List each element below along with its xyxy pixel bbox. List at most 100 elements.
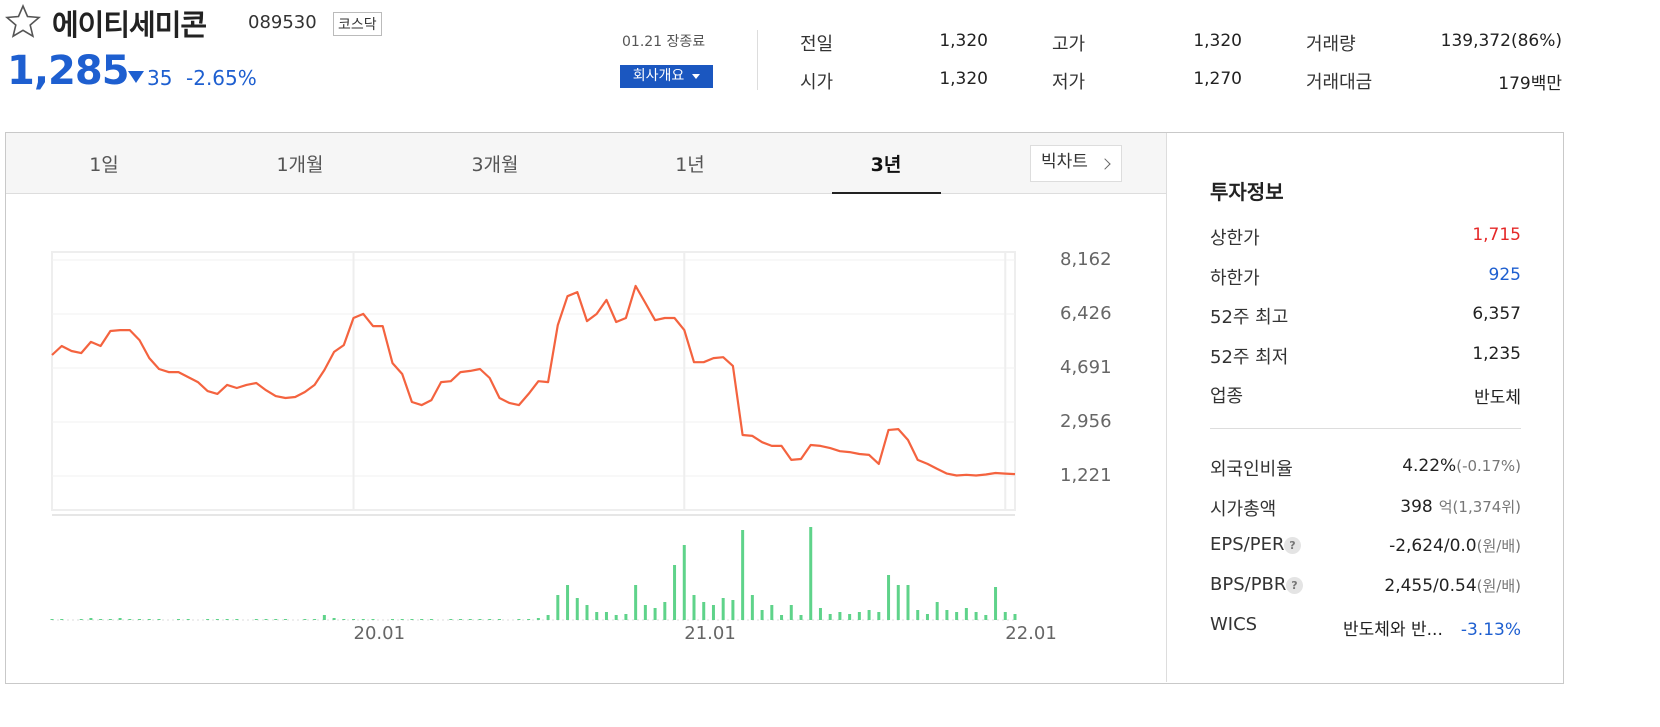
help-icon[interactable]: ? — [1284, 537, 1301, 555]
volume-bar — [634, 585, 638, 620]
volume-bar — [896, 585, 900, 620]
volume-bar — [838, 612, 842, 620]
note: (원/배) — [1476, 537, 1521, 556]
volume-bar — [497, 619, 501, 620]
price-line — [51, 284, 1016, 477]
company-button[interactable]: 회사개요 — [620, 65, 713, 88]
volume-bar — [206, 619, 210, 620]
note: -3.13% — [1460, 619, 1521, 640]
quote-value: 179백만 — [1498, 74, 1562, 94]
quote-label: 거래대금 — [1306, 72, 1373, 93]
divider — [757, 30, 758, 90]
quote-label: 거래량 — [1306, 34, 1356, 55]
volume-bar — [352, 619, 356, 620]
volume-bar — [702, 602, 706, 620]
volume-bar — [984, 615, 988, 620]
current-price: 1,285 — [7, 48, 130, 94]
volume-bar — [157, 619, 161, 620]
invest-label: 하한가 — [1210, 267, 1260, 289]
quote-value: 1,320 — [939, 69, 988, 89]
invest-value: 1,715 — [1472, 225, 1521, 245]
chart-box — [5, 132, 1564, 684]
market-status: 01.21 장종료 — [622, 34, 706, 50]
volume-bar — [673, 565, 677, 620]
period-tab[interactable]: 3개월 — [471, 154, 519, 176]
volume-bar — [371, 619, 375, 620]
volume-bar — [604, 612, 608, 620]
volume-bar — [692, 595, 696, 620]
quote-label: 저가 — [1052, 72, 1086, 93]
volume-bar — [964, 608, 968, 620]
price-chart: 8,162 6,426 4,691 2,956 1,221 20.01 21.01 22.01 — [50, 249, 1112, 644]
quote-value: 1,320 — [1193, 31, 1242, 51]
period-tab[interactable]: 1일 — [89, 154, 119, 176]
period-tab[interactable]: 1개월 — [276, 154, 324, 176]
stock-code: 089530 — [248, 12, 317, 33]
volume-bar — [994, 587, 998, 620]
value: -2,624/0.0 — [1389, 536, 1477, 557]
volume-bar — [99, 619, 103, 620]
volume-bar — [108, 619, 112, 620]
invest-label: BPS/PBR — [1210, 574, 1287, 596]
volume-bar — [925, 614, 929, 620]
volume-bar — [935, 602, 939, 620]
value: 2,455/0.54 — [1384, 576, 1477, 597]
volume-bar — [215, 619, 219, 620]
volume-bar — [566, 585, 570, 620]
invest-label: 52주 최저 — [1210, 346, 1289, 368]
volume-bar — [916, 610, 920, 620]
volume-bar — [585, 605, 589, 620]
period-tab[interactable]: 1년 — [675, 154, 705, 176]
volume-bar — [799, 615, 803, 620]
favorite-star[interactable] — [5, 4, 41, 38]
volume-bar — [478, 619, 482, 620]
invest-label: 시가총액 — [1210, 498, 1277, 520]
quote-label: 고가 — [1052, 34, 1086, 55]
help-icon[interactable]: ? — [1286, 577, 1303, 595]
volume-bar — [400, 619, 404, 620]
volume-bar — [342, 619, 346, 620]
volume-bar — [711, 605, 715, 620]
period-tabs — [6, 133, 1166, 194]
period-tab[interactable]: 3년 — [870, 154, 902, 176]
invest-value: 1,235 — [1472, 343, 1521, 364]
down-arrow — [128, 71, 144, 83]
volume-bar — [89, 618, 93, 620]
note: 억(1,374위) — [1438, 497, 1521, 516]
y-tick-label: 8,162 — [1060, 249, 1112, 270]
volume-bar — [60, 619, 64, 620]
value: 반도체와 반... — [1343, 619, 1443, 640]
volume-bar — [517, 619, 521, 620]
invest-value: 925 — [1488, 264, 1521, 285]
invest-title: 투자정보 — [1210, 180, 1284, 204]
quote-value: 1,270 — [1193, 69, 1242, 89]
volume-bar — [254, 619, 258, 620]
invest-label: WICS — [1210, 613, 1258, 635]
volume-bar — [760, 610, 764, 620]
volume-bar — [449, 619, 453, 620]
change-rate: -2.65% — [186, 66, 257, 90]
big-chart-button[interactable]: 빅차트 — [1030, 145, 1122, 182]
stock-name: 에이티세미콘 — [52, 8, 207, 42]
volume-bar — [780, 615, 784, 620]
volume-bar — [186, 619, 190, 620]
volume-bar — [556, 595, 560, 620]
volume-bar — [770, 605, 774, 620]
invest-label: 외국인비율 — [1210, 459, 1293, 480]
volume-bar — [488, 619, 492, 620]
volume-bar — [50, 619, 54, 620]
volume-bar — [945, 610, 949, 620]
invest-value: 4.22%(-0.17%) — [1402, 456, 1521, 476]
volume-bar — [848, 614, 852, 620]
quote-value: 1,320 — [939, 31, 988, 51]
divider — [1166, 133, 1167, 682]
volume-bar — [828, 614, 832, 620]
volume-bar — [906, 585, 910, 620]
volume-bar — [877, 612, 881, 620]
volume-bar — [741, 530, 745, 620]
volume-bar — [283, 619, 287, 620]
plot-frame — [51, 251, 1016, 511]
volume-bar — [974, 612, 978, 620]
